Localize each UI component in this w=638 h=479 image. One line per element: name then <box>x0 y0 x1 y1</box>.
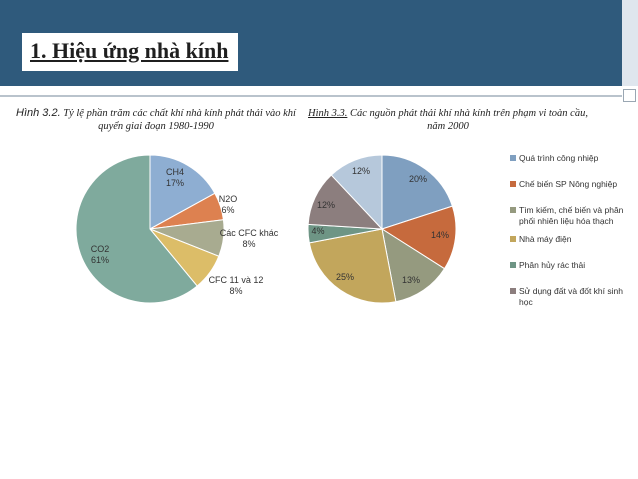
chart-1-label-2-name: N2O <box>219 194 238 204</box>
caption-1-number: Hình 3.2. <box>16 107 61 119</box>
legend-label: Nhà máy điện <box>519 234 572 244</box>
legend-label: Tìm kiếm, chế biến và phân phối nhiên li… <box>519 205 624 226</box>
legend-swatch <box>510 262 516 268</box>
chart-1-label-5-value: 61% <box>91 255 109 265</box>
divider-square <box>623 89 636 102</box>
legend-swatch <box>510 155 516 161</box>
chart-2-slice-1 <box>381 154 454 230</box>
title-box <box>22 33 238 71</box>
legend-swatch <box>510 236 516 242</box>
chart-2-label-1-value: 20% <box>409 174 427 184</box>
chart-1-label-4-value: 8% <box>229 286 242 296</box>
legend-label: Quá trình công nhiệp <box>519 153 599 163</box>
legend-label: Phân hủy rác thải <box>519 260 586 270</box>
slide-title: 1. Hiệu ứng nhà kính <box>30 38 229 63</box>
chart-1-slice-5 <box>75 154 198 304</box>
chart-2-label-5-value: 4% <box>311 226 324 236</box>
caption-1-text: Tỷ lệ phần trăm các chất khí nhà kính ph… <box>60 108 296 132</box>
chart-1-label-1-value: 17% <box>166 178 184 188</box>
chart-1-label-2-value: 6% <box>221 205 234 215</box>
figure-caption-2: Hình 3.3. Các nguồn phát thải khí nhà kí… <box>308 107 588 133</box>
chart-2-label-2-value: 14% <box>431 230 449 240</box>
caption-2-text: Các nguồn phát thải khí nhà kính trên ph… <box>347 108 588 132</box>
chart-1-label-4-name: CFC 11 và 12 <box>209 275 264 285</box>
header-side-strip <box>622 0 638 86</box>
legend-label: Chế biến SP Nông nghiệp <box>519 179 618 189</box>
chart-2-label-7-value: 12% <box>352 166 370 176</box>
chart-2-label-6-value: 12% <box>317 200 335 210</box>
chart-1-label-1-name: CH4 <box>166 167 184 177</box>
chart-2-label-4-value: 25% <box>336 272 354 282</box>
chart-1-label-3-value: 8% <box>242 239 255 249</box>
legend-swatch <box>510 181 516 187</box>
legend-label: Sử dụng đất và đốt khí sinh học <box>519 286 623 307</box>
chart-2-label-3-value: 13% <box>402 275 420 285</box>
chart-1-label-5-name: CO2 <box>91 244 110 254</box>
chart-2-slice-4 <box>308 228 397 304</box>
legend-swatch <box>510 207 516 213</box>
divider-line <box>0 95 622 97</box>
chart-2-slice-2 <box>380 205 457 270</box>
chart-2-slice-7 <box>330 154 383 231</box>
legend-swatch <box>510 288 516 294</box>
chart-1-slice-1 <box>149 154 216 230</box>
chart-2-slice-3 <box>381 227 446 303</box>
figure-caption-1: Hình 3.2. Tỷ lệ phần trăm các chất khí n… <box>6 107 306 133</box>
chart-1-label-3-name: Các CFC khác <box>220 228 279 238</box>
caption-2-number: Hình 3.3. <box>308 108 348 119</box>
